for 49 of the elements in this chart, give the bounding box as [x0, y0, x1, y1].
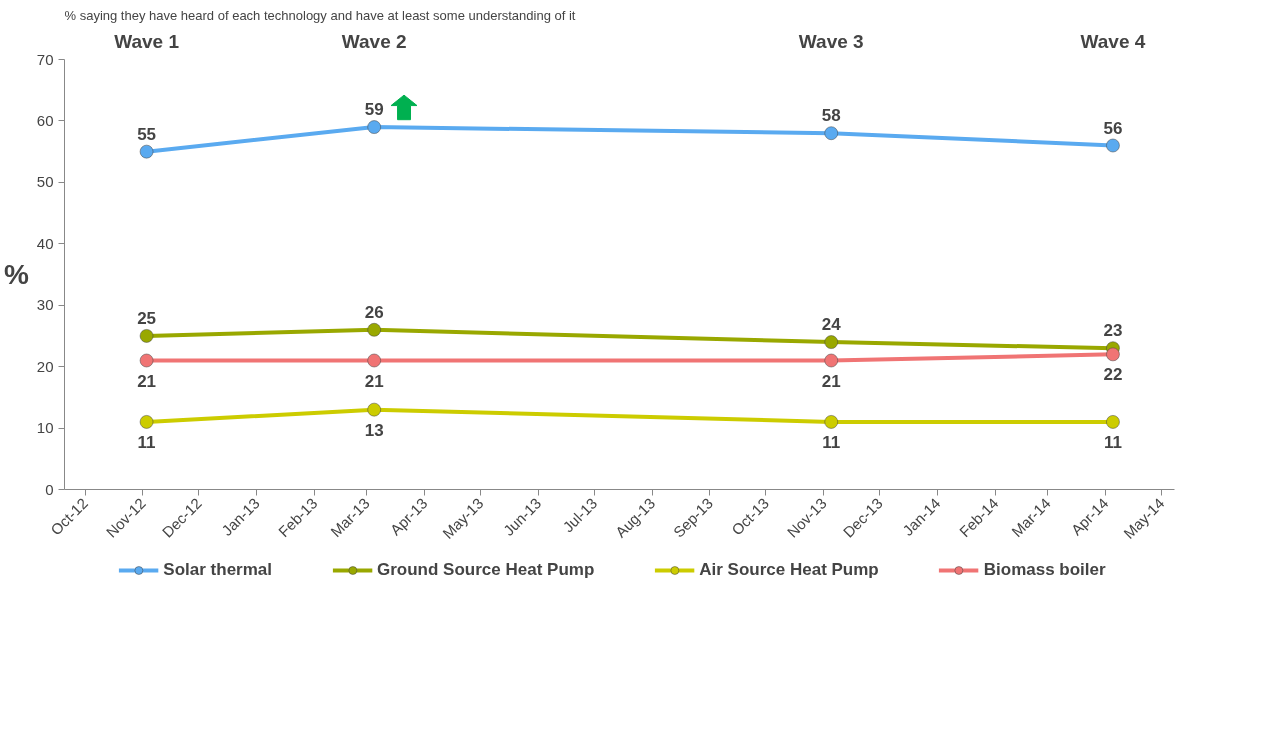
point	[367, 322, 382, 337]
point	[139, 144, 154, 159]
data-label: 55	[137, 124, 157, 144]
data-label: 22	[1103, 365, 1123, 385]
text: Wave 3	[798, 30, 864, 52]
point	[1105, 347, 1120, 362]
point	[139, 414, 154, 429]
y-tick-label: 40	[36, 234, 54, 252]
point	[824, 335, 839, 350]
data-label: 25	[137, 308, 157, 328]
y-axis-title: %	[3, 259, 29, 290]
y-tick-label: 70	[36, 50, 54, 68]
data-label: 26	[364, 302, 384, 322]
data-label: 11	[822, 432, 841, 452]
point	[1105, 138, 1120, 153]
y-tick-label: 10	[36, 419, 54, 437]
y-tick-label: 0	[45, 480, 54, 498]
data-label: 24	[821, 315, 842, 335]
point	[1105, 414, 1120, 429]
point	[367, 353, 382, 368]
y-tick-label: 60	[36, 111, 54, 129]
data-label: 13	[364, 420, 384, 440]
text: Wave 4	[1080, 30, 1146, 52]
y-tick-label: 50	[36, 173, 54, 191]
point	[824, 126, 839, 141]
data-label: 56	[1103, 118, 1123, 138]
data-label: 21	[364, 371, 384, 391]
data-label: 21	[821, 371, 841, 391]
point	[824, 353, 839, 368]
data-label: 21	[137, 371, 157, 391]
data-label: 11	[1103, 432, 1122, 452]
point	[824, 414, 839, 429]
data-label: 59	[364, 100, 384, 120]
y-tick-label: 30	[36, 296, 54, 314]
point	[367, 402, 382, 417]
chart-title: % saying they have heard of each technology and have at least some understanding of it	[64, 7, 576, 23]
data-label: 11	[137, 432, 156, 452]
legend-label: Biomass boiler	[983, 560, 1106, 580]
point	[367, 120, 382, 135]
legend-label: Ground Source Heat Pump	[377, 560, 595, 580]
text: Wave 2	[341, 30, 407, 52]
point	[139, 353, 154, 368]
y-tick-label: 20	[36, 357, 54, 375]
data-label: 58	[821, 106, 841, 126]
legend-label: Solar thermal	[163, 560, 273, 580]
legend-label: Air Source Heat Pump	[699, 560, 879, 580]
text: Wave 1	[114, 30, 180, 52]
point	[139, 328, 154, 343]
data-label: 23	[1103, 321, 1123, 341]
